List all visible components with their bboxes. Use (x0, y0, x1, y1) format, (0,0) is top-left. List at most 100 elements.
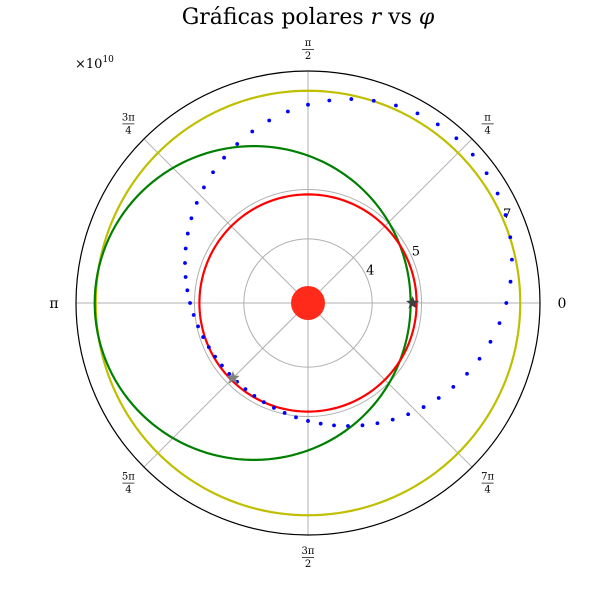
series-3-point-53 (421, 405, 426, 409)
angle-tick-label-0: 0 (558, 296, 567, 312)
series-3-point-15 (306, 102, 310, 107)
angle-tick-num-7: 7π (481, 472, 494, 483)
polar-frame (75, 70, 541, 536)
series-3-point-36 (220, 363, 224, 368)
series-3-point-20 (222, 155, 227, 160)
series-3-point-42 (272, 405, 276, 410)
series-3-point-37 (227, 372, 232, 376)
series-3-dotted (183, 97, 514, 428)
series-3-point-44 (294, 415, 298, 420)
r-tick-label-1: 5 (412, 245, 420, 260)
r-tick-label-2: 7 (503, 207, 511, 222)
chart-title-vs: vs (381, 5, 419, 30)
angle-tick-num-6: 3π (302, 546, 315, 557)
series-3-point-35 (213, 354, 218, 359)
series-3-point-10 (415, 111, 420, 116)
radial-scale-base: ×10 (75, 57, 102, 72)
angle-tick-label-3: 3π4 (122, 112, 135, 136)
series-3-point-25 (185, 231, 190, 236)
angle-tick-label-2: π2 (302, 38, 314, 62)
angular-gridline-7 (307, 302, 473, 468)
series-3-point-52 (406, 412, 411, 417)
angle-tick-num-2: π (305, 38, 312, 49)
angle-tick-num-5: 5π (122, 472, 135, 483)
series-3-point-16 (285, 109, 290, 114)
series-group (93, 89, 522, 517)
series-3-point-59 (497, 321, 502, 326)
chart-title-r: r (371, 5, 383, 30)
series-3-point-50 (375, 421, 380, 426)
angle-tick-text-0: 0 (558, 296, 567, 312)
star-marker-0 (405, 296, 420, 309)
series-3-point-41 (261, 400, 266, 405)
angle-tick-label-7: 7π4 (481, 472, 494, 496)
series-3-point-19 (235, 142, 240, 146)
series-3-point-43 (282, 411, 287, 415)
radial-gridline-0 (243, 238, 373, 368)
series-3-point-26 (183, 246, 188, 251)
angle-tick-num-3: 3π (122, 112, 135, 123)
series-3-point-40 (252, 394, 257, 398)
series-3-point-28 (183, 275, 188, 279)
angle-tick-den-6: 2 (305, 559, 311, 570)
series-3-point-2 (510, 257, 514, 262)
series-3-point-1 (508, 279, 513, 284)
series-3-point-30 (188, 301, 192, 305)
series-3-point-58 (488, 339, 493, 344)
series-3-point-24 (189, 216, 194, 221)
series-3-point-6 (484, 171, 489, 176)
series-3-point-4 (503, 213, 508, 217)
series-3-point-17 (267, 118, 272, 123)
series-3-point-56 (465, 371, 469, 376)
series-3-point-46 (318, 421, 323, 426)
series-3-point-47 (332, 423, 336, 428)
series-3-point-12 (371, 98, 376, 103)
angle-tick-num-1: π (484, 112, 491, 123)
star-marker-1 (226, 371, 240, 384)
angle-tick-den-3: 4 (125, 125, 131, 136)
angle-tick-den-5: 4 (125, 485, 131, 496)
series-3-point-18 (250, 129, 255, 134)
radial-scale-label: ×1010 (75, 55, 114, 72)
angular-gridline-5 (143, 302, 309, 468)
series-3-point-14 (327, 98, 332, 103)
series-3-point-33 (201, 335, 206, 339)
series-3-point-54 (436, 396, 441, 400)
series-3-point-39 (243, 387, 248, 391)
series-3-point-8 (454, 136, 459, 141)
series-3-point-23 (194, 200, 199, 205)
chart-title-phi: φ (419, 5, 435, 30)
series-3-point-0 (504, 301, 509, 305)
angle-tick-text-4: π (49, 296, 58, 312)
series-3-point-21 (211, 170, 215, 175)
radial-scale-exponent: 10 (102, 55, 114, 65)
series-3-point-55 (451, 384, 456, 389)
series-3-point-32 (196, 324, 200, 329)
series-3-point-11 (394, 103, 398, 108)
series-3-point-5 (495, 191, 500, 196)
series-3-point-27 (183, 261, 187, 265)
series-3-point-48 (346, 424, 350, 428)
series-3-point-13 (349, 97, 354, 101)
angle-tick-den-2: 2 (305, 51, 311, 62)
radial-gridline-1 (193, 188, 423, 418)
series-3-point-29 (185, 288, 190, 293)
marker-group (226, 286, 420, 384)
series-3-point-22 (202, 185, 206, 190)
series-3-point-51 (390, 417, 395, 422)
angle-tick-den-1: 4 (484, 125, 490, 136)
angle-tick-label-4: π (49, 296, 58, 312)
series-3-point-34 (206, 345, 211, 350)
angle-tick-den-7: 4 (484, 485, 490, 496)
series-3-point-31 (191, 313, 196, 317)
series-1-line (93, 145, 412, 461)
angular-gridline-3 (143, 138, 309, 304)
chart-title-main: Gráficas polares (182, 5, 371, 30)
series-3-point-9 (435, 122, 440, 127)
angular-gridline-1 (307, 138, 473, 304)
angle-tick-label-5: 5π4 (122, 472, 135, 496)
r-tick-label-0: 4 (366, 263, 374, 278)
series-3-point-57 (477, 356, 482, 361)
